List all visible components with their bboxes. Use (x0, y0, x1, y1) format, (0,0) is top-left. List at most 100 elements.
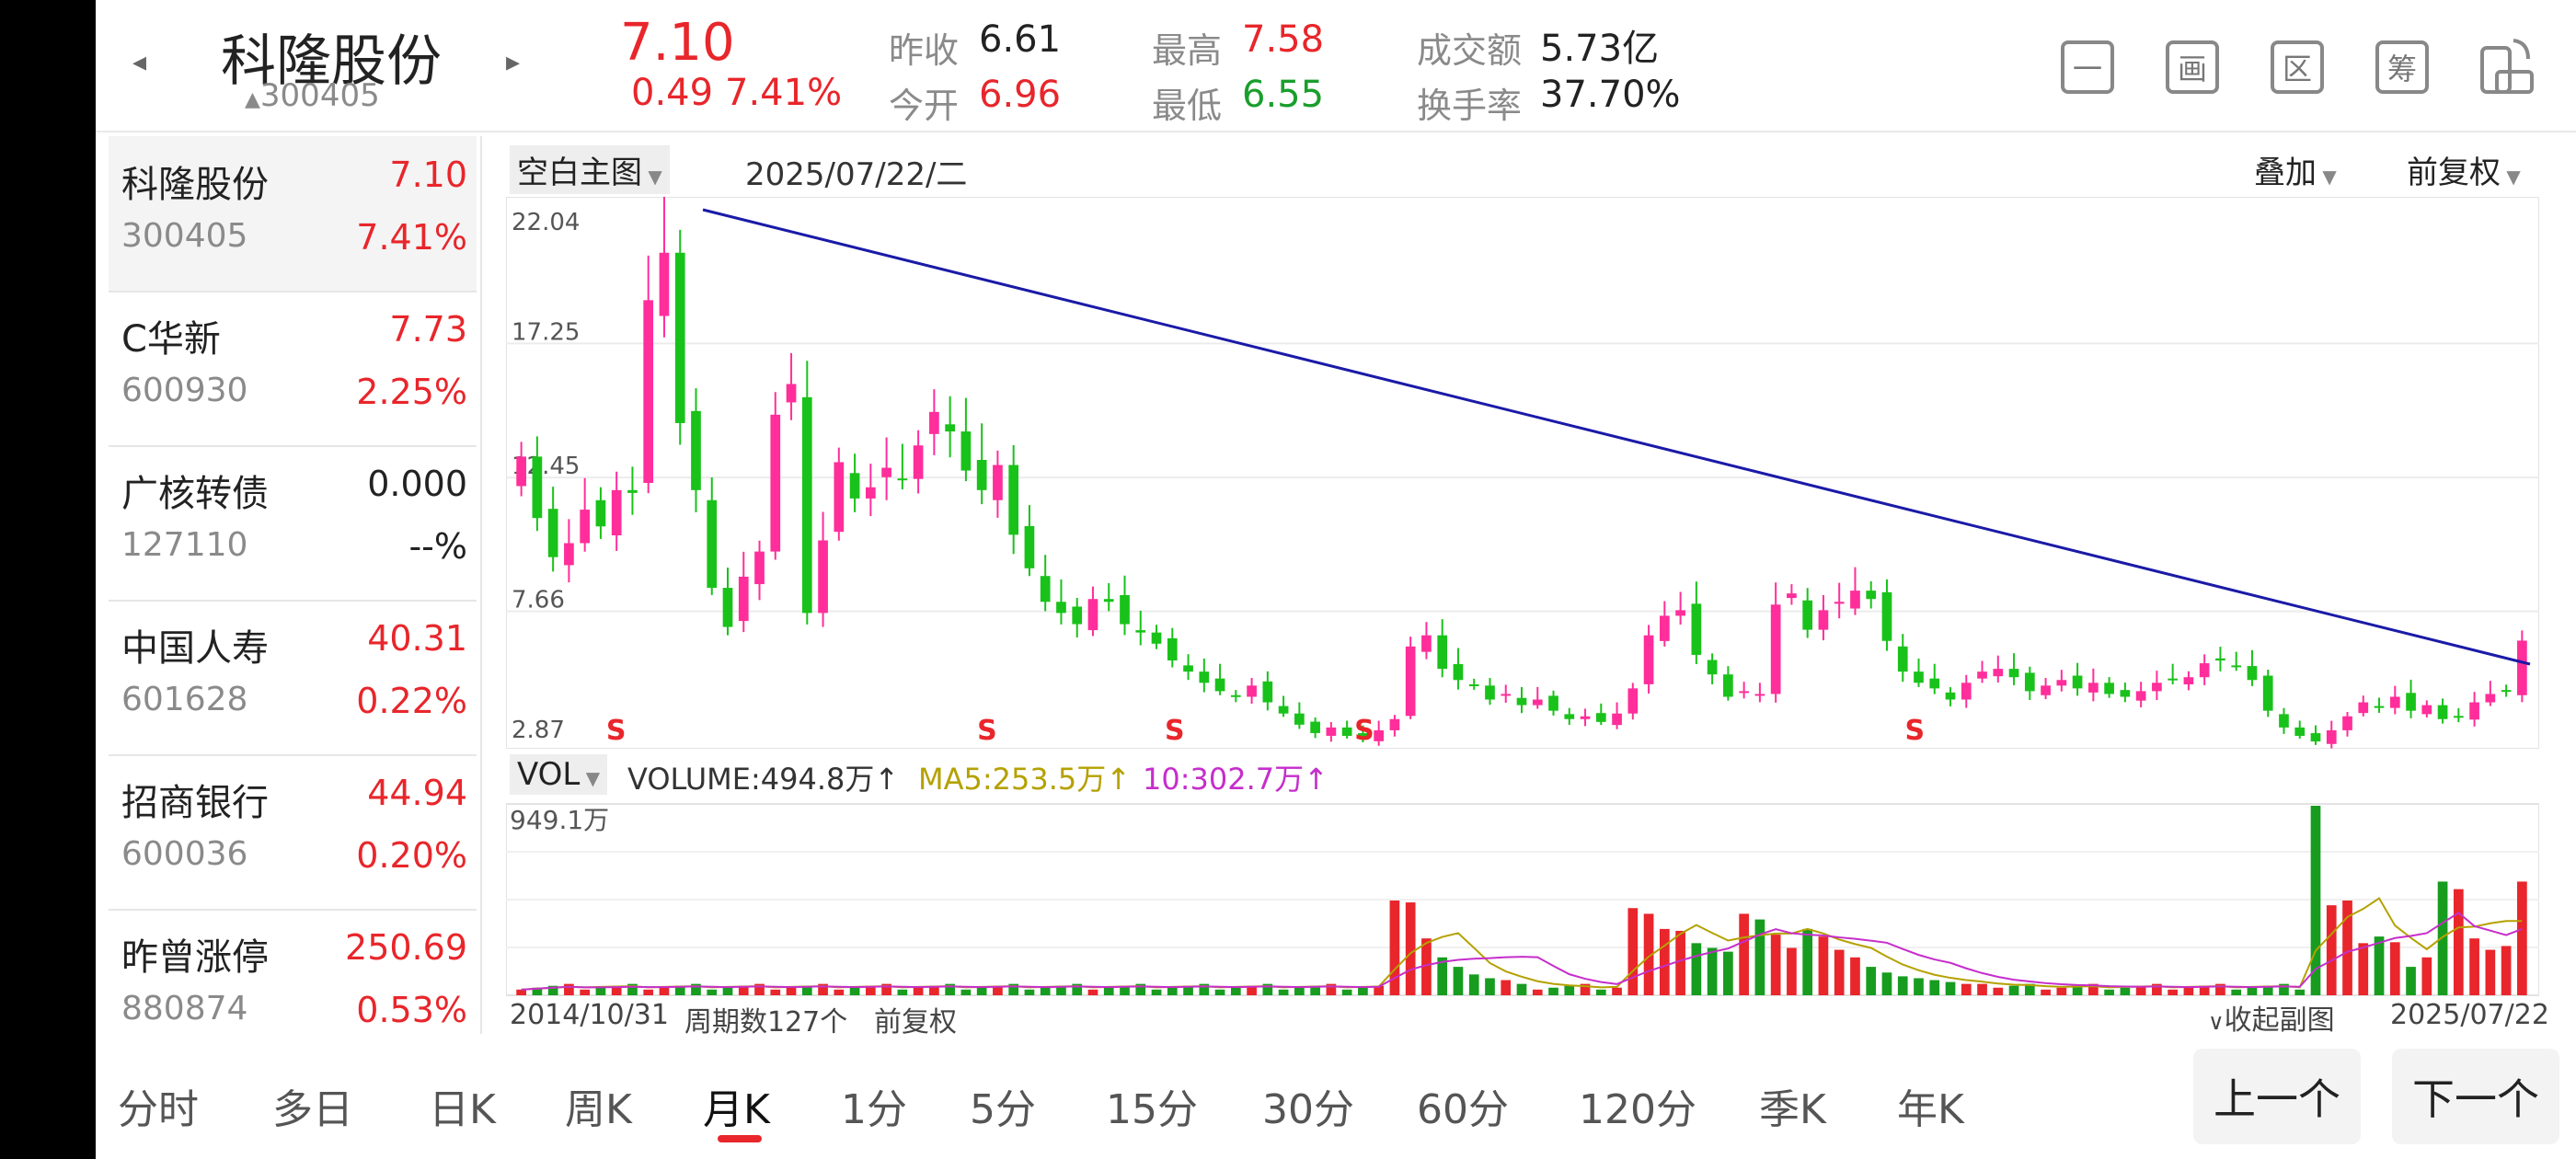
candle-body (2199, 663, 2210, 678)
candle-body (2406, 693, 2416, 711)
rotate-screen-icon[interactable] (2477, 35, 2536, 99)
watchlist-item[interactable]: C华新 7.73 600930 2.25% (109, 291, 477, 447)
candle-body (1072, 606, 1083, 625)
candle-body (2453, 716, 2464, 718)
tab-120分[interactable]: 120分 (1579, 1086, 1696, 1133)
tab-15分[interactable]: 15分 (1106, 1086, 1198, 1133)
next-stock-arrow[interactable]: ▸ (506, 46, 521, 78)
volume-chart[interactable] (506, 800, 2539, 997)
volume-bar (945, 983, 955, 995)
candle-body (1961, 683, 1972, 700)
volume-bar (2326, 905, 2337, 995)
candle-body (1056, 602, 1066, 614)
tab-分时[interactable]: 分时 (118, 1086, 199, 1133)
draw-tool-button[interactable]: 画 (2166, 40, 2219, 94)
volume-bar (1024, 989, 1035, 995)
candle-body (1183, 665, 1193, 672)
volume-bar (1516, 983, 1527, 995)
overlay-select[interactable]: 叠加 ▼ (2254, 155, 2337, 191)
candle-body (2168, 678, 2179, 681)
watch-code: 600036 (121, 835, 248, 873)
main-chart-select[interactable]: 空白主图 ▼ (510, 145, 670, 194)
next-stock-button[interactable]: 下一个 (2392, 1049, 2559, 1144)
tab-日K[interactable]: 日K (429, 1086, 496, 1133)
candle-body (754, 551, 765, 585)
ma10-value: 10:302.7万↑ (1143, 762, 1328, 797)
candle-body (1548, 695, 1558, 711)
watchlist-item[interactable]: 广核转债 0.000 127110 --% (109, 445, 477, 602)
candle-body (1754, 694, 1765, 696)
volume-bar (1341, 989, 1352, 995)
tab-月K[interactable]: 月K (703, 1086, 770, 1133)
volume-bar (595, 987, 606, 995)
tab-周K[interactable]: 周K (565, 1086, 632, 1133)
range-tool-button[interactable]: 区 (2271, 40, 2324, 94)
candle-body (1850, 591, 1860, 609)
prev-stock-button[interactable]: 上一个 (2193, 1049, 2361, 1144)
volume-bar (2135, 985, 2146, 995)
volume-bar (1135, 983, 1146, 995)
candle-body (1278, 706, 1289, 714)
watch-name: 中国人寿 (121, 627, 269, 670)
volume-bar (2088, 983, 2099, 995)
tab-1分[interactable]: 1分 (841, 1086, 907, 1133)
candle-body (1881, 591, 1892, 641)
candle-body (2294, 727, 2306, 736)
period-count: 周期数127个 (684, 1006, 848, 1039)
tab-季K[interactable]: 季K (1759, 1086, 1826, 1133)
candle-body (2262, 675, 2273, 711)
low-label: 最低 (1152, 86, 1223, 126)
start-date: 2014/10/31 (510, 999, 669, 1031)
candle-body (1818, 610, 1829, 630)
candle-body (786, 384, 797, 403)
volume-indicator-select[interactable]: VOL ▼ (510, 754, 608, 795)
candle-body (532, 456, 543, 519)
candle-body (2104, 683, 2114, 694)
volume-bar (627, 983, 638, 995)
candle-body (1866, 591, 1877, 600)
volume-bar (1262, 983, 1273, 995)
prev-stock-arrow[interactable]: ◂ (132, 46, 147, 78)
candle-body (1262, 681, 1273, 703)
tab-5分[interactable]: 5分 (970, 1086, 1036, 1133)
candle-body (1468, 683, 1479, 686)
watchlist-item[interactable]: 中国人寿 40.31 601628 0.22% (109, 600, 477, 756)
volume-bar (1977, 983, 1987, 995)
volume-bar (1866, 967, 1877, 995)
volume-bar (1643, 913, 1654, 995)
watchlist-item[interactable]: 招商银行 44.94 600036 0.20% (109, 754, 477, 911)
volume-bar (929, 985, 939, 995)
chip-tool-button[interactable]: 筹 (2375, 40, 2429, 94)
volume-bar (2168, 989, 2179, 995)
stock-code-row: ▲300405 (245, 77, 380, 114)
candle-body (2469, 702, 2479, 720)
candle-body (643, 300, 654, 484)
chart-date: 2025/07/22/二 (745, 156, 968, 193)
volume-bar (1929, 980, 1940, 995)
tab-多日[interactable]: 多日 (272, 1086, 353, 1133)
volume-bar (881, 983, 891, 995)
y-tick-label: 17.25 (512, 318, 580, 346)
watchlist-item[interactable]: 昨曾涨停 250.69 880874 0.53% (109, 909, 477, 1063)
line-tool-button[interactable]: 一 (2061, 40, 2114, 94)
volume-bar (1405, 902, 1416, 995)
candle-body (2135, 691, 2146, 701)
tab-年K[interactable]: 年K (1897, 1086, 1964, 1133)
candle-body (1024, 525, 1035, 568)
collapse-subchart[interactable]: ∨收起副图 (2208, 1004, 2335, 1037)
volume-bar (1612, 987, 1622, 995)
volume-bar (1103, 987, 1114, 995)
volume-bar (2104, 989, 2114, 995)
amount-value: 5.73亿 (1540, 28, 1660, 70)
volume-bar (1087, 989, 1098, 995)
tab-60分[interactable]: 60分 (1417, 1086, 1509, 1133)
candle-body (627, 489, 638, 493)
volume-bar (1580, 983, 1591, 995)
watchlist-item[interactable]: 科隆股份 7.10 300405 7.41% (109, 136, 477, 293)
tab-30分[interactable]: 30分 (1262, 1086, 1354, 1133)
watch-code: 880874 (121, 990, 248, 1027)
adjust-note: 前复权 (874, 1006, 957, 1039)
adjust-select[interactable]: 前复权 ▼ (2407, 155, 2521, 191)
volume-bar (913, 987, 924, 995)
